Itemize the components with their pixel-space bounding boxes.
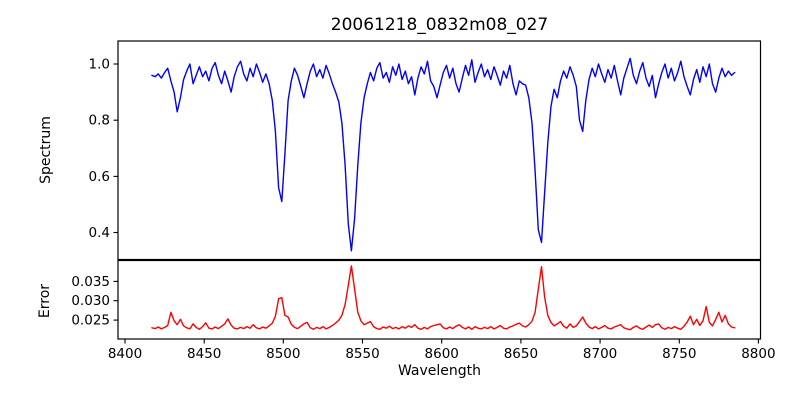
x-tick-label: 8750 xyxy=(662,346,696,362)
x-tick-label: 8450 xyxy=(187,346,221,362)
x-tick-label: 8700 xyxy=(583,346,617,362)
x-tick-label: 8800 xyxy=(741,346,775,362)
error-y-tick-label: 0.035 xyxy=(71,274,110,290)
error-line xyxy=(151,265,736,331)
x-tick-label: 8600 xyxy=(425,346,459,362)
spectrum-y-tick-label: 0.6 xyxy=(89,169,110,185)
x-tick-label: 8650 xyxy=(504,346,538,362)
y-axis-label-error: Error xyxy=(37,283,53,319)
error-y-tick-label: 0.030 xyxy=(71,293,110,309)
spectrum-panel-frame xyxy=(117,40,762,261)
spectrum-line xyxy=(151,57,736,252)
chart-title: 20061218_0832m08_027 xyxy=(330,15,549,35)
spectrum-y-tick-label: 1.0 xyxy=(89,56,110,72)
y-axis-label-spectrum: Spectrum xyxy=(38,116,54,184)
x-tick-label: 8400 xyxy=(108,346,142,362)
spectrum-y-tick-label: 0.8 xyxy=(89,113,110,129)
x-tick-label: 8500 xyxy=(266,346,300,362)
x-tick-label: 8550 xyxy=(345,346,379,362)
x-axis-label: Wavelength xyxy=(397,363,482,379)
error-y-tick-label: 0.025 xyxy=(71,313,110,329)
spectrum-y-tick-label: 0.4 xyxy=(89,225,110,241)
error-panel-frame xyxy=(117,259,762,340)
